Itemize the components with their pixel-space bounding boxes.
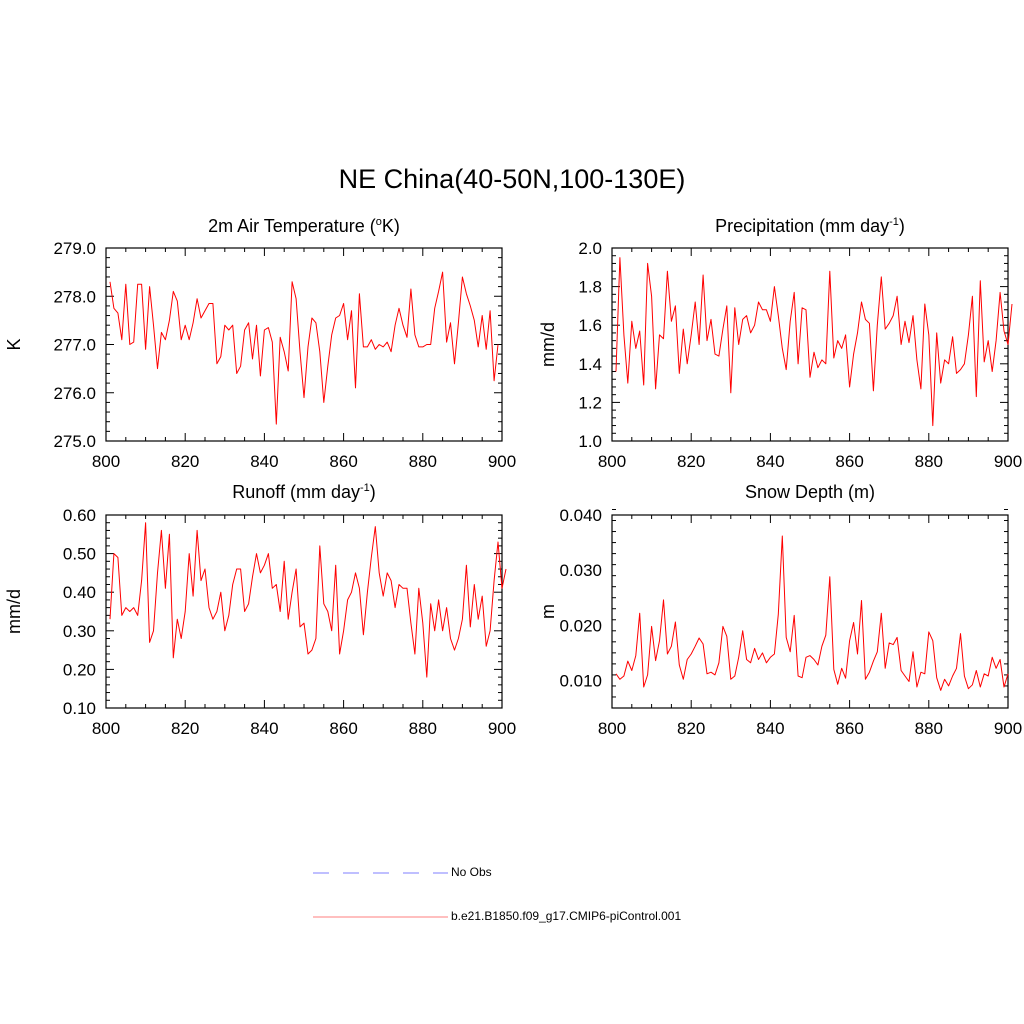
snow-depth-y-tick-label: 0.010 [559, 671, 602, 690]
temperature-y-tick-label: 276.0 [53, 384, 96, 403]
runoff-x-tick-label: 820 [171, 719, 199, 738]
snow-depth-y-tick-label: 0.030 [559, 561, 602, 580]
main-title: NE China(40-50N,100-130E) [338, 164, 686, 194]
chart-runoff: 800 820 840 860 880 900 0.10 0.20 0.30 0.40 0.50 0.… [4, 506, 516, 738]
legend-label-no-obs: No Obs [451, 865, 492, 879]
snow-depth-y-tick-label: 0.020 [559, 616, 602, 635]
panel-title-runoff-tail: ) [369, 482, 376, 502]
snow-depth-x-tick-label: 800 [598, 719, 626, 738]
snow-depth-x-tick-label: 860 [835, 719, 863, 738]
snow-depth-x-tick-label: 840 [756, 719, 784, 738]
precipitation-y-axis-label: mm/d [538, 322, 558, 367]
precipitation-y-tick-label: 1.6 [578, 316, 602, 335]
temperature-x-tick-label: 900 [488, 452, 516, 471]
runoff-x-tick-label: 880 [409, 719, 437, 738]
runoff-y-tick-label: 0.30 [63, 622, 96, 641]
panel-title-runoff-sup: -1 [359, 482, 370, 494]
temperature-y-tick-label: 279.0 [53, 239, 96, 258]
panel-title-temperature-sup: o [375, 216, 382, 228]
snow-depth-x-tick-label: 880 [915, 719, 943, 738]
precipitation-x-tick-label: 840 [756, 452, 784, 471]
precipitation-y-tick-label: 1.8 [578, 278, 602, 297]
snow-depth-x-tick-label: 820 [677, 719, 705, 738]
precipitation-x-tick-label: 880 [915, 452, 943, 471]
panel-title-precipitation: Precipitation (mm day-1) [612, 216, 1008, 237]
temperature-x-tick-label: 880 [409, 452, 437, 471]
precipitation-x-tick-label: 860 [835, 452, 863, 471]
runoff-y-tick-label: 0.50 [63, 545, 96, 564]
precipitation-y-tick-label: 1.0 [578, 432, 602, 451]
precipitation-y-tick-label: 1.2 [578, 393, 602, 412]
precipitation-x-tick-label: 820 [677, 452, 705, 471]
legend-label-picontrol: b.e21.B1850.f09_g17.CMIP6-piControl.001 [451, 909, 682, 923]
snow-depth-series-line [615, 535, 1009, 691]
panel-title-precipitation-text: Precipitation (mm day [715, 216, 890, 236]
precipitation-x-tick-label: 800 [598, 452, 626, 471]
snow-depth-y-tick-label: 0.040 [559, 506, 602, 525]
temperature-x-tick-label: 820 [171, 452, 199, 471]
temperature-y-tick-label: 277.0 [53, 336, 96, 355]
chart-temperature: 800 820 840 860 880 900 275.0 276.0 277.0 278.0 27… [4, 239, 516, 471]
panel-title-temperature-tail: K) [381, 216, 400, 236]
temperature-y-axis-label: K [4, 338, 24, 350]
panel-title-snow-depth-text: Snow Depth (m) [744, 482, 876, 502]
panel-title-runoff: Runoff (mm day-1) [106, 482, 502, 503]
temperature-x-tick-label: 800 [92, 452, 120, 471]
runoff-series-line [109, 522, 507, 678]
precipitation-x-tick-label: 900 [994, 452, 1022, 471]
temperature-y-tick-label: 278.0 [53, 287, 96, 306]
precipitation-series-line [615, 257, 1013, 427]
chart-precipitation: 800 820 840 860 880 900 1.0 1.2 1.4 1.6 1.8 2.0 mm/d [538, 239, 1022, 471]
snow-depth-plot-frame [611, 514, 1009, 709]
runoff-y-tick-label: 0.60 [63, 506, 96, 525]
panel-title-temperature-text: 2m Air Temperature ( [208, 216, 376, 236]
runoff-y-tick-label: 0.40 [63, 583, 96, 602]
panel-title-snow-depth: Snow Depth (m) [612, 482, 1008, 503]
precipitation-y-tick-label: 1.4 [578, 355, 602, 374]
precipitation-y-tick-label: 2.0 [578, 239, 602, 258]
panel-title-temperature: 2m Air Temperature (oK) [106, 216, 502, 237]
snow-depth-y-axis-label: m [538, 604, 558, 619]
snow-depth-x-tick-label: 900 [994, 719, 1022, 738]
chart-snow-depth: 800 820 840 860 880 900 0.010 0.020 0.030 0.040 m [538, 506, 1022, 738]
runoff-x-tick-label: 860 [329, 719, 357, 738]
temperature-y-tick-label: 275.0 [53, 432, 96, 451]
temperature-series-line [109, 271, 499, 425]
runoff-y-tick-label: 0.20 [63, 660, 96, 679]
panel-title-precipitation-sup: -1 [889, 216, 899, 228]
panel-title-precipitation-tail: ) [898, 216, 905, 236]
runoff-x-tick-label: 840 [250, 719, 278, 738]
precipitation-plot-frame [611, 247, 1009, 442]
runoff-y-tick-label: 0.10 [63, 699, 96, 718]
panel-title-runoff-text: Runoff (mm day [232, 482, 360, 502]
runoff-plot-frame [105, 514, 503, 709]
runoff-x-tick-label: 900 [488, 719, 516, 738]
temperature-x-tick-label: 860 [329, 452, 357, 471]
temperature-x-tick-label: 840 [250, 452, 278, 471]
runoff-x-tick-label: 800 [92, 719, 120, 738]
runoff-y-axis-label: mm/d [4, 589, 24, 634]
